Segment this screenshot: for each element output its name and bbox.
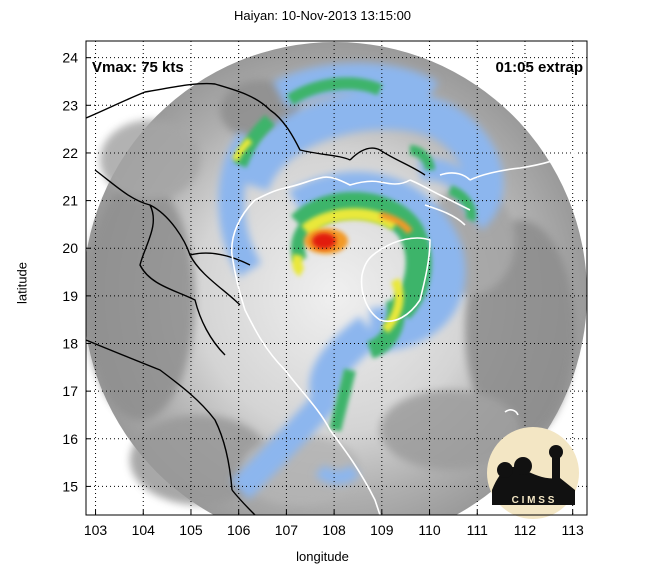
vmax-label: Vmax: 75 kts [92, 59, 184, 76]
storm-eye-max [312, 233, 336, 249]
y-tick-label: 18 [62, 336, 78, 352]
x-axis-label: longitude [296, 549, 349, 564]
y-tick-label: 16 [62, 431, 78, 447]
y-tick-label: 19 [62, 288, 78, 304]
y-tick-label: 20 [62, 240, 78, 256]
y-tick-label: 15 [62, 478, 78, 494]
x-tick-label: 113 [562, 522, 585, 538]
x-tick-label: 108 [322, 522, 346, 538]
y-tick-label: 17 [62, 383, 78, 399]
plot-title: Haiyan: 10-Nov-2013 13:15:00 [233, 8, 412, 23]
x-tick-label: 104 [132, 522, 156, 538]
x-tick-label: 109 [370, 522, 394, 538]
extrap-label: 01:05 extrap [495, 59, 583, 76]
rainband-core [231, 137, 413, 334]
grid [86, 41, 587, 515]
coastline [230, 149, 581, 515]
x-tick-label: 103 [84, 522, 108, 538]
x-ticks: 103 104 105 106 107 108 109 110 111 112 113 [84, 510, 584, 538]
y-ticks: 24 23 22 21 20 19 18 17 16 15 [62, 50, 91, 494]
logo-text: C I M S S [512, 495, 555, 506]
x-tick-label: 107 [275, 522, 299, 538]
x-tick-label: 106 [227, 522, 251, 538]
cimss-logo: C I M S S [487, 427, 579, 519]
x-tick-label: 111 [467, 522, 488, 538]
country-borders [86, 82, 426, 515]
y-tick-label: 21 [62, 193, 78, 209]
y-tick-label: 24 [62, 50, 78, 66]
y-tick-label: 23 [62, 97, 78, 113]
y-tick-label: 22 [62, 145, 78, 161]
x-tick-label: 112 [514, 522, 537, 538]
x-tick-label: 105 [179, 522, 203, 538]
x-tick-label: 110 [418, 522, 441, 538]
